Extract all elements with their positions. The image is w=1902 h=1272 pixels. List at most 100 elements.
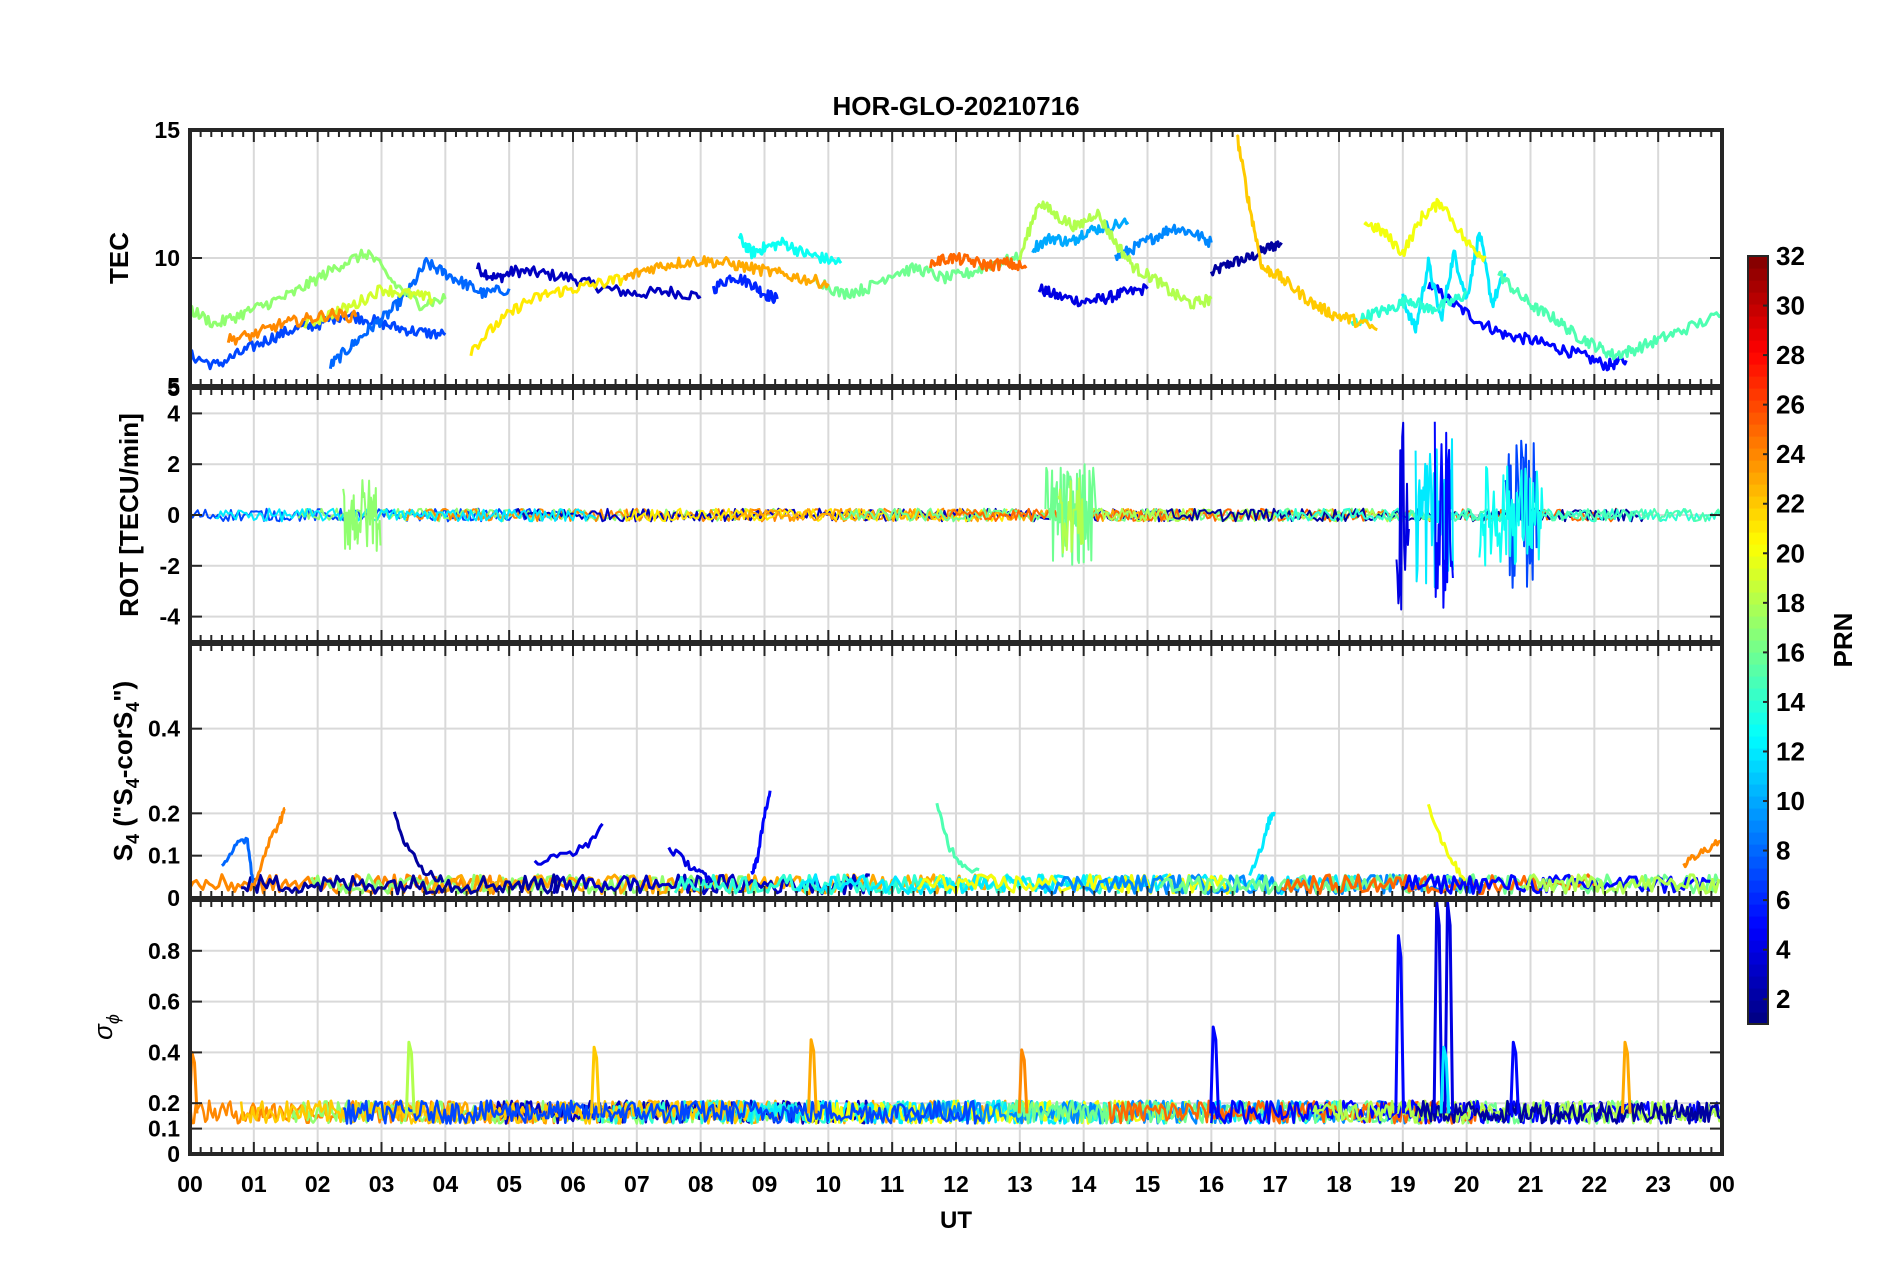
y-tick-label: 2 — [167, 451, 180, 477]
x-tick-label: 10 — [816, 1171, 842, 1197]
colorbar-swatch — [1748, 388, 1768, 401]
s4-event-prn-8 — [220, 836, 255, 883]
rot-series-prn-21 — [623, 507, 1008, 523]
colorbar-tick-label: 2 — [1776, 984, 1790, 1014]
colorbar-swatch — [1748, 256, 1768, 269]
colorbar-tick-label: 20 — [1776, 538, 1805, 568]
colorbar-swatch — [1748, 832, 1768, 845]
sigma-spike-prn-23 — [1620, 1040, 1632, 1114]
x-tick-label: 00 — [1709, 1171, 1735, 1197]
y-tick-label: 4 — [167, 400, 180, 426]
sigma-spike-prn-23 — [807, 1038, 818, 1114]
sigma-spike-prn-4 — [1443, 900, 1455, 1114]
y-tick-label: 0.6 — [148, 989, 180, 1015]
colorbar-swatch — [1748, 544, 1768, 557]
sigma-spike-prn-22 — [590, 1045, 601, 1114]
x-axis-label: UT — [940, 1207, 972, 1234]
colorbar-tick-label: 28 — [1776, 340, 1805, 370]
colorbar-tick-label: 8 — [1776, 836, 1790, 866]
colorbar-swatch — [1748, 604, 1768, 617]
colorbar-tick-label: 16 — [1776, 637, 1805, 667]
colorbar-swatch — [1748, 304, 1768, 317]
x-tick-label: 16 — [1199, 1171, 1225, 1197]
tec-series-prn-20 — [1363, 197, 1487, 263]
y-axis-label-sigma: σϕ — [88, 1014, 123, 1040]
x-tick-label: 13 — [1007, 1171, 1033, 1197]
rot-series-prn-12 — [215, 507, 597, 523]
colorbar-swatch — [1748, 460, 1768, 473]
s4-event-prn-20 — [1426, 803, 1467, 882]
sigma-spike-prn-5 — [1209, 1025, 1220, 1114]
colorbar-swatch — [1748, 448, 1768, 461]
colorbar-tick-label: 32 — [1776, 241, 1805, 271]
colorbar-swatch — [1748, 952, 1768, 965]
y-tick-label: 0.1 — [148, 1116, 180, 1142]
colorbar-swatch — [1748, 508, 1768, 521]
tec-series-prn-14 — [1350, 290, 1468, 327]
colorbar-swatch — [1748, 592, 1768, 605]
x-tick-label: 18 — [1326, 1171, 1352, 1197]
tec-series-prn-2 — [1209, 240, 1283, 277]
colorbar-swatch — [1748, 436, 1768, 449]
colorbar-swatch — [1748, 784, 1768, 797]
x-tick-label: 09 — [752, 1171, 778, 1197]
colorbar-tick-label: 18 — [1776, 588, 1805, 618]
colorbar-swatch — [1748, 940, 1768, 953]
rot-burst-prn-5 — [1433, 421, 1454, 609]
colorbar-swatch — [1748, 976, 1768, 989]
x-tick-label: 15 — [1135, 1171, 1161, 1197]
s4-event-prn-12 — [1248, 811, 1276, 877]
sigma-series-prn-2 — [1414, 1099, 1722, 1125]
s4-series-prn-18 — [1522, 873, 1721, 895]
s4-event-prn-15 — [935, 802, 980, 874]
colorbar-swatch — [1748, 880, 1768, 893]
colorbar-swatch — [1748, 412, 1768, 425]
x-tick-label: 08 — [688, 1171, 714, 1197]
tec-series-prn-6 — [711, 273, 779, 304]
colorbar-tick-label: 14 — [1776, 687, 1805, 717]
x-tick-label: 20 — [1454, 1171, 1480, 1197]
tec-series-prn-10 — [1031, 217, 1130, 254]
y-tick-label: 0.4 — [148, 1039, 180, 1065]
colorbar-swatch — [1748, 988, 1768, 1001]
x-tick-label: 07 — [624, 1171, 650, 1197]
colorbar-tick-label: 6 — [1776, 885, 1790, 915]
colorbar-swatch — [1748, 340, 1768, 353]
tec-series-prn-24 — [226, 307, 358, 346]
panel-rot: -4 -2 0 2 45 ROT [TECU/min] — [114, 375, 1724, 644]
x-tick-label: 11 — [880, 1171, 905, 1197]
y-tick-label: -2 — [160, 553, 180, 579]
colorbar-swatch — [1748, 712, 1768, 725]
colorbar-swatch — [1748, 292, 1768, 305]
sigma-spike-prn-5 — [1394, 934, 1405, 1114]
colorbar-swatch — [1748, 928, 1768, 941]
x-tick-label: 03 — [369, 1171, 395, 1197]
colorbar-swatch — [1748, 424, 1768, 437]
sigma-spike-prn-4 — [1432, 900, 1444, 1114]
colorbar-swatch — [1748, 364, 1768, 377]
tec-series-prn-15 — [1497, 270, 1723, 361]
colorbar-swatch — [1748, 400, 1768, 413]
tec-series-prn-18 — [1018, 200, 1213, 310]
sigma-series-prn-7 — [342, 1099, 982, 1125]
tec-series-prn-9 — [1114, 223, 1213, 262]
tec-series-prn-21 — [469, 273, 625, 357]
y-tick-label: -4 — [160, 604, 181, 630]
sigma-spike-prn-24 — [1017, 1048, 1029, 1114]
colorbar-swatch — [1748, 316, 1768, 329]
colorbar-swatch — [1748, 856, 1768, 869]
y-tick-label: 15 — [154, 117, 180, 143]
s4-event-prn-24 — [1682, 839, 1721, 869]
colorbar-tick-label: 10 — [1776, 786, 1805, 816]
panel-sigma: 00.10.2 0.4 0.6 0.8 σϕ — [88, 898, 1724, 1167]
colorbar-tick-label: 30 — [1776, 291, 1805, 321]
colorbar-swatch — [1748, 904, 1768, 917]
tec-series-prn-4 — [1037, 283, 1149, 308]
colorbar-swatch — [1748, 700, 1768, 713]
y-axis-label-s4: S4 ("S4-corS4") — [108, 681, 143, 861]
sigma-spike-prn-12 — [1439, 1045, 1451, 1114]
colorbar-swatch — [1748, 664, 1768, 677]
colorbar-swatch — [1748, 628, 1768, 641]
